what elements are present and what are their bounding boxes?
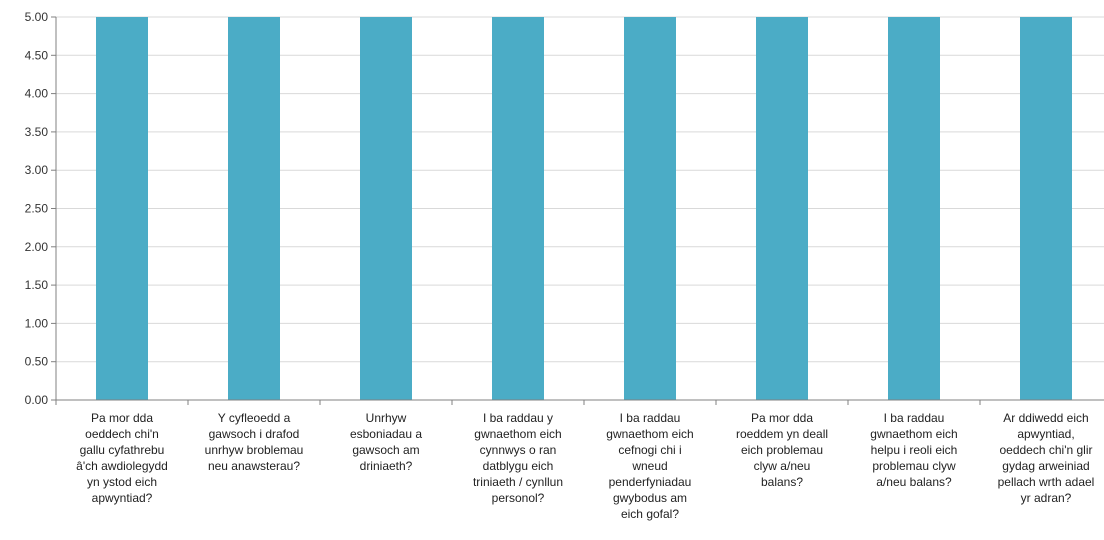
x-category-label: Unrhyw esboniadau a gawsoch am driniaeth? [350, 411, 422, 473]
x-category-label-line: apwyntiad? [92, 491, 153, 505]
x-category-label-line: I ba raddau [884, 411, 945, 425]
x-category-label-line: roeddem yn deall [736, 427, 828, 441]
x-category-label-line: a/neu balans? [876, 475, 952, 489]
x-category-label-line: Ar ddiwedd eich [1003, 411, 1088, 425]
x-category-label-line: eich problemau [741, 443, 823, 457]
x-category-label-line: oeddech chi'n [85, 427, 159, 441]
x-category-labels: Pa mor dda oeddech chi'n gallu cyfathrebu â… [76, 411, 1094, 521]
x-category-label: I ba raddau y gwnaethom eich cynnwys o ran… [473, 411, 563, 505]
x-category-label-line: penderfyniadau [609, 475, 692, 489]
y-tick-labels: 0.00 0.50 1.00 1.50 2.00 2.50 3.00 3.50 4.00 4.50… [25, 10, 49, 407]
x-category-label-line: wneud [631, 459, 667, 473]
x-category-label-line: eich gofal? [621, 507, 679, 521]
y-tick-label: 2.50 [25, 202, 49, 216]
y-tick-label: 5.00 [25, 10, 49, 24]
x-category-label-line: helpu i reoli eich [871, 443, 958, 457]
y-tick-label: 1.50 [25, 278, 49, 292]
x-category-label-line: balans? [761, 475, 803, 489]
x-category-label-line: gwnaethom eich [474, 427, 561, 441]
x-category-label: Pa mor dda roeddem yn deall eich problemau… [736, 411, 828, 489]
x-category-label-line: problemau clyw [872, 459, 956, 473]
bar [756, 17, 808, 400]
x-category-label-line: triniaeth / cynllun [473, 475, 563, 489]
x-category-label-line: Pa mor dda [91, 411, 153, 425]
x-category-label-line: I ba raddau y [483, 411, 553, 425]
x-category-label-line: driniaeth? [360, 459, 413, 473]
x-category-label: Pa mor dda oeddech chi'n gallu cyfathrebu â… [76, 411, 168, 505]
bar [1020, 17, 1072, 400]
x-category-label-line: gwybodus am [613, 491, 687, 505]
bar [492, 17, 544, 400]
bar [96, 17, 148, 400]
bar [360, 17, 412, 400]
bar [888, 17, 940, 400]
x-category-label-line: gawsoch am [352, 443, 419, 457]
x-category-label-line: datblygu eich [483, 459, 554, 473]
y-tick-label: 4.00 [25, 87, 49, 101]
x-category-label-line: Unrhyw [366, 411, 407, 425]
x-category-label-line: apwyntiad, [1017, 427, 1074, 441]
x-category-label-line: â'ch awdiolegydd [76, 459, 168, 473]
bar [624, 17, 676, 400]
x-category-label-line: yn ystod eich [87, 475, 157, 489]
x-category-label-line: Y cyfleoedd a [218, 411, 291, 425]
x-category-label-line: gallu cyfathrebu [80, 443, 165, 457]
y-tick-label: 2.00 [25, 240, 49, 254]
x-category-label-line: Pa mor dda [751, 411, 813, 425]
bar [228, 17, 280, 400]
y-tick-label: 0.00 [25, 393, 49, 407]
x-category-label-line: cynnwys o ran [480, 443, 557, 457]
y-tick-label: 1.00 [25, 316, 49, 330]
x-category-label-line: neu anawsterau? [208, 459, 300, 473]
x-category-label-line: I ba raddau [620, 411, 681, 425]
y-tick-label: 0.50 [25, 355, 49, 369]
x-category-label-line: gwnaethom eich [606, 427, 693, 441]
x-category-label: I ba raddau gwnaethom eich cefnogi chi i wn… [606, 411, 693, 521]
x-category-label-line: yr adran? [1021, 491, 1072, 505]
x-category-label-line: pellach wrth adael [998, 475, 1095, 489]
x-category-label-line: gydag arweiniad [1002, 459, 1089, 473]
y-tick-label: 4.50 [25, 48, 49, 62]
x-category-label-line: oeddech chi'n glir [999, 443, 1092, 457]
y-tick-label: 3.50 [25, 125, 49, 139]
x-category-label-line: esboniadau a [350, 427, 422, 441]
bars [96, 17, 1072, 400]
x-category-label: I ba raddau gwnaethom eich helpu i reoli e… [870, 411, 957, 489]
x-category-label-line: unrhyw broblemau [205, 443, 304, 457]
x-category-label-line: gawsoch i drafod [209, 427, 300, 441]
x-category-label: Y cyfleoedd a gawsoch i drafod unrhyw brob… [205, 411, 304, 473]
x-category-label-line: clyw a/neu [754, 459, 811, 473]
x-category-label-line: cefnogi chi i [618, 443, 681, 457]
x-category-label-line: gwnaethom eich [870, 427, 957, 441]
x-category-label-line: personol? [492, 491, 545, 505]
gridlines [56, 16, 1104, 363]
axes [51, 16, 1104, 405]
y-tick-label: 3.00 [25, 163, 49, 177]
x-category-label: Ar ddiwedd eich apwyntiad, oeddech chi'n g… [998, 411, 1095, 505]
